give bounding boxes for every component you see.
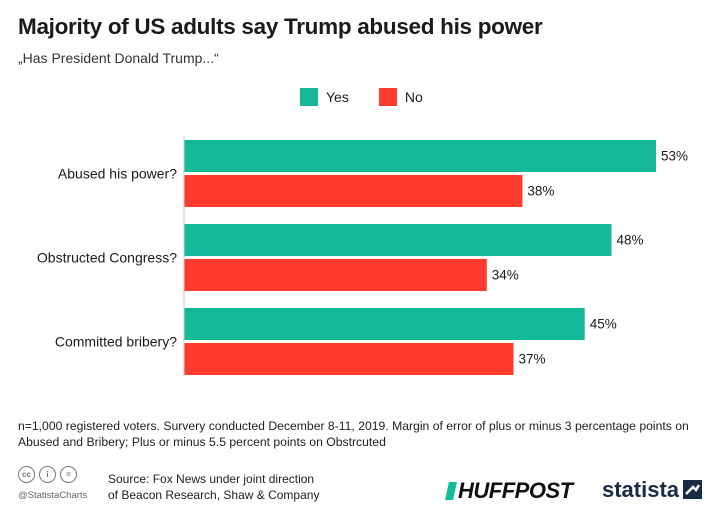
bar-no xyxy=(184,343,514,375)
category-label: Abused his power? xyxy=(58,166,177,182)
legend-label-yes: Yes xyxy=(326,89,349,105)
data-label: 34% xyxy=(492,268,519,283)
category-label: Obstructed Congress? xyxy=(37,250,177,266)
data-label: 48% xyxy=(616,233,643,248)
data-label: 53% xyxy=(661,149,688,164)
chart-title: Majority of US adults say Trump abused h… xyxy=(18,14,543,39)
source-line-2: of Beacon Research, Shaw & Company xyxy=(108,488,320,502)
huffpost-logo-mark xyxy=(445,482,457,500)
statista-logo-icon xyxy=(683,480,702,499)
bar-no xyxy=(184,259,487,291)
statista-handle: @StatistaCharts xyxy=(18,490,88,501)
chart-subtitle: „Has President Donald Trump...“ xyxy=(18,50,219,66)
license-icons: cc i = xyxy=(18,466,81,483)
bar-no xyxy=(184,175,523,207)
huffpost-logo[interactable]: HUFFPOST xyxy=(445,478,573,504)
no-derivatives-icon: = xyxy=(60,466,77,483)
legend-swatch-yes xyxy=(300,88,318,106)
bar-yes xyxy=(184,140,656,172)
bar-chart: Abused his power? 53% 38% Obstructed Congre… xyxy=(37,136,688,376)
bar-yes xyxy=(184,224,612,256)
legend-swatch-no xyxy=(378,88,397,106)
source-line-1: Source: Fox News under joint direction xyxy=(108,472,315,486)
attribution-icon: i xyxy=(39,466,56,483)
bar-yes xyxy=(184,308,585,340)
legend-item-no: No xyxy=(378,88,423,106)
category-label: Committed bribery? xyxy=(55,334,177,350)
data-label: 45% xyxy=(590,317,617,332)
cc-icon: cc xyxy=(18,466,35,483)
data-label: 37% xyxy=(519,352,546,367)
footnote: n=1,000 registered voters. Survery condu… xyxy=(18,419,689,449)
source-text: Source: Fox News under joint direction o… xyxy=(108,471,348,503)
statista-logo[interactable]: statista xyxy=(602,477,680,502)
legend-label-no: No xyxy=(404,89,423,105)
huffpost-logo-text: HUFFPOST xyxy=(458,478,573,503)
legend-item-yes: Yes xyxy=(300,88,349,106)
data-label: 38% xyxy=(527,184,554,199)
legend: Yes No xyxy=(300,88,453,106)
